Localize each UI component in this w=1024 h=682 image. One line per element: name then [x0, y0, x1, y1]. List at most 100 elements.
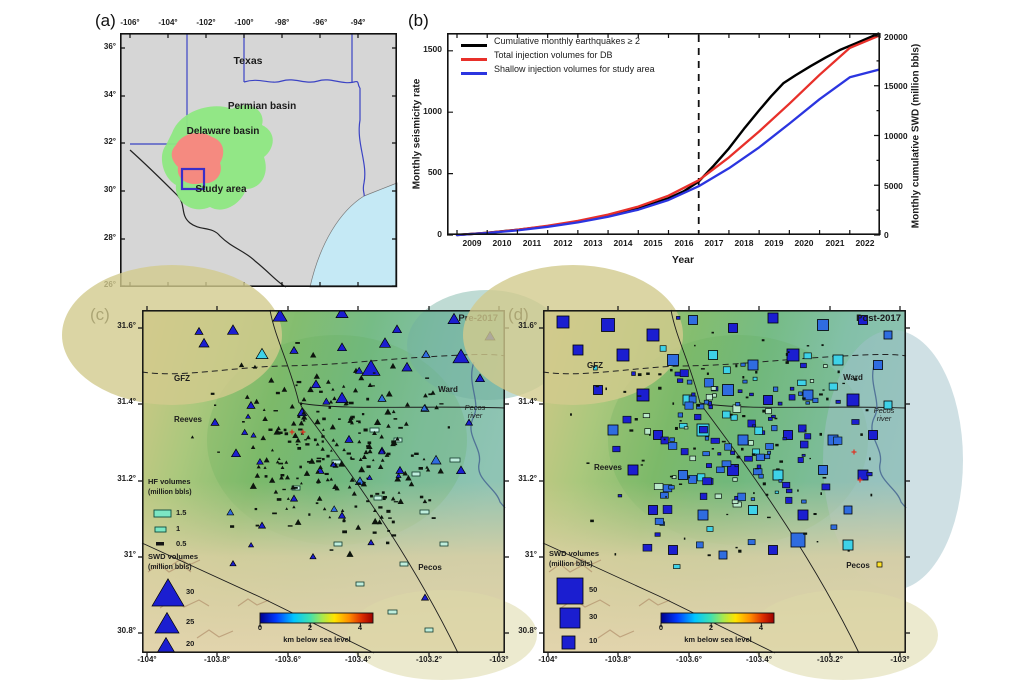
- mountain-ridges: [147, 558, 270, 639]
- d-title: Post-2017: [856, 313, 901, 324]
- panel-c-pre2017-map: [62, 265, 567, 680]
- permian-basin-label: Permian basin: [227, 101, 297, 112]
- gfz-fault-line: [542, 354, 907, 375]
- c-y-tick: 31.6°: [117, 321, 136, 330]
- b-year: 2018: [734, 238, 754, 248]
- d-x-tick: -103.2°: [817, 655, 843, 664]
- mountain-ridges: [548, 558, 671, 639]
- b-year: 2020: [794, 238, 814, 248]
- depth-colorbar: [259, 612, 374, 624]
- b-yleft-tick: 1000: [423, 106, 442, 116]
- b-year: 2012: [553, 238, 573, 248]
- map-frame: [120, 33, 397, 287]
- c-swd-legend-title: SWD volumes: [148, 552, 199, 561]
- d-x-tick: -103.8°: [605, 655, 631, 664]
- c-swd-legend-unit: (million bbls): [148, 564, 192, 571]
- b-yright-axis-title: Monthly cumulative SWD (million bbls): [910, 43, 922, 229]
- well-markers: [190, 311, 496, 633]
- delaware-basin-region: [171, 132, 224, 185]
- red-station-markers: [289, 429, 306, 435]
- legend-glyphs: [556, 577, 584, 650]
- pecos-river-line: [871, 361, 907, 509]
- d-y-tick: 31.4°: [518, 397, 537, 406]
- road-lines: [542, 309, 907, 654]
- legend-glyphs: [151, 509, 185, 653]
- d-ward-label: Ward: [843, 373, 863, 382]
- d-x-tick: -103.6°: [676, 655, 702, 664]
- c-hf-item: 1: [176, 524, 181, 533]
- c-x-tick: -103.4°: [345, 655, 371, 664]
- c-y-tick: 31.2°: [117, 474, 136, 483]
- d-reeves-label: Reeves: [593, 463, 623, 472]
- panel-b-label: (b): [408, 11, 429, 30]
- c-pecos-river-label: Pecos river: [464, 403, 486, 421]
- c-swd-item: 20: [186, 639, 195, 648]
- c-swd-item: 25: [186, 617, 195, 626]
- c-hf-legend-unit: (million bbls): [148, 489, 192, 496]
- c-gfz-label: GFZ: [174, 374, 190, 383]
- panel-a-texas-map: [120, 33, 398, 288]
- b-x-axis-title: Year: [671, 254, 695, 266]
- depth-colorbar: [660, 612, 775, 624]
- a-x-tick: -100°: [234, 18, 254, 27]
- a-x-tick: -94°: [350, 18, 366, 27]
- b-year: 2015: [643, 238, 663, 248]
- d-cbar-label: km below sea level: [684, 635, 752, 644]
- d-x-tick: -103°: [890, 655, 910, 664]
- a-y-tick: 36°: [103, 42, 116, 51]
- c-reeves-label: Reeves: [173, 415, 203, 424]
- a-x-tick: -98°: [274, 18, 290, 27]
- c-swd-item: 30: [186, 587, 195, 596]
- red-station-markers: [851, 449, 863, 483]
- c-x-tick: -103°: [489, 655, 509, 664]
- pecos-river-line: [470, 361, 506, 509]
- b-yright-tick: 15000: [884, 81, 908, 91]
- panel-a-label: (a): [95, 11, 116, 30]
- d-swd-legend-title: SWD volumes: [549, 549, 600, 558]
- well-markers: [556, 312, 893, 569]
- b-yleft-tick: 1500: [423, 44, 442, 54]
- b-yright-tick: 20000: [884, 32, 908, 42]
- d-y-tick: 31.6°: [518, 321, 537, 330]
- d-y-tick: 30.8°: [518, 626, 537, 635]
- d-cbar-tick: 4: [758, 623, 764, 632]
- a-y-tick: 32°: [103, 137, 116, 146]
- d-x-tick: -103.4°: [746, 655, 772, 664]
- d-cbar-tick: 2: [708, 623, 714, 632]
- c-hf-item: 1.5: [176, 508, 187, 517]
- c-cbar-tick: 0: [257, 623, 263, 632]
- b-yright-tick: 5000: [884, 181, 903, 191]
- gfz-fault-line: [141, 354, 506, 375]
- b-year: 2011: [522, 238, 542, 248]
- c-y-tick: 30.8°: [117, 626, 136, 635]
- b-year: 2016: [674, 238, 694, 248]
- b-yright-tick: 0: [884, 230, 889, 240]
- c-pecos-label: Pecos: [418, 563, 442, 572]
- c-ward-label: Ward: [438, 385, 458, 394]
- a-x-tick: -106°: [120, 18, 140, 27]
- b-yleft-tick: 0: [437, 229, 442, 239]
- b-year: 2014: [613, 238, 633, 248]
- b-year: 2013: [583, 238, 603, 248]
- c-y-tick: 31.4°: [117, 397, 136, 406]
- b-yleft-axis-title: Monthly seismicity rate: [411, 78, 423, 190]
- texas-label: Texas: [233, 55, 263, 67]
- legend-shallow-injection: Shallow injection volumes for study area: [494, 64, 655, 74]
- c-x-tick: -104°: [137, 655, 157, 664]
- d-swd-legend-unit: (million bbls): [549, 561, 593, 568]
- c-cbar-label: km below sea level: [283, 635, 351, 644]
- legend-earthquakes: Cumulative monthly earthquakes ≥ 2: [494, 36, 641, 46]
- b-year: 2019: [764, 238, 784, 248]
- c-x-tick: -103.2°: [416, 655, 442, 664]
- b-year: 2022: [855, 238, 875, 248]
- mexico-border-rio-grande: [129, 149, 287, 288]
- yellow-well-marker: [876, 561, 883, 568]
- a-x-tick: -104°: [158, 18, 178, 27]
- d-x-tick: -104°: [538, 655, 558, 664]
- b-yleft-tick: 500: [427, 167, 442, 177]
- d-cbar-tick: 0: [658, 623, 664, 632]
- b-yright-tick: 10000: [884, 131, 908, 141]
- d-gfz-label: GFZ: [587, 361, 603, 370]
- a-x-tick: -102°: [196, 18, 216, 27]
